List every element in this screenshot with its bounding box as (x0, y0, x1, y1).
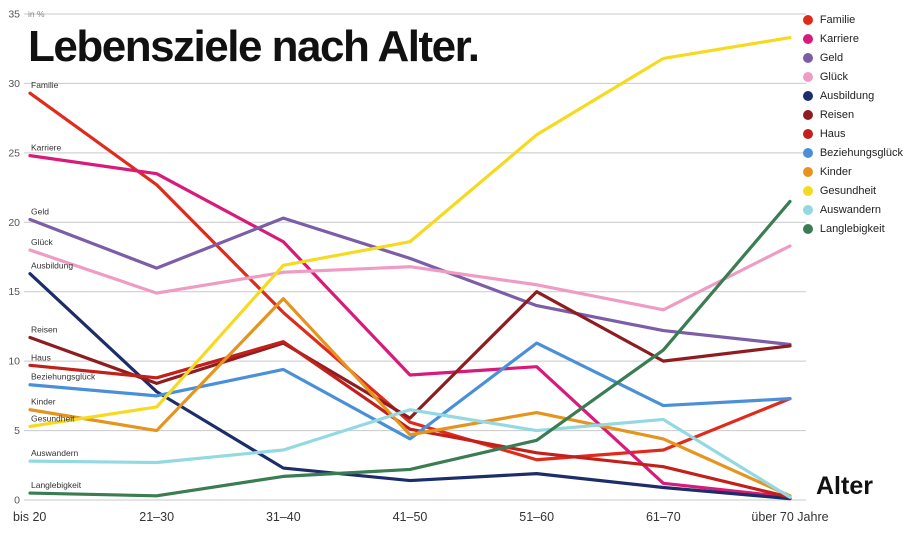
legend-color-dot (802, 147, 813, 158)
series-line-karriere (28, 154, 792, 499)
legend-label: Haus (819, 127, 846, 140)
series-line-reisen (28, 290, 792, 420)
legend-label: Ausbildung (819, 89, 875, 102)
y-tick-label: 35 (8, 9, 20, 21)
x-tick-label: 51–60 (519, 510, 554, 524)
y-tick-label: 25 (8, 147, 20, 159)
legend-label: Beziehungsglück (819, 146, 903, 159)
series-line-geld (28, 216, 792, 347)
series-start-label-familie: Familie (31, 80, 59, 90)
legend-item-auswandern: Auswandern (802, 200, 903, 219)
legend: Familie Karriere Geld Glück Ausbildung Reisen… (802, 10, 903, 238)
series-start-label-reisen: Reisen (31, 325, 58, 335)
legend-color-dot (802, 14, 813, 25)
legend-label: Gesundheit (819, 184, 877, 197)
legend-color-dot (802, 223, 813, 234)
series-start-label-glück: Glück (31, 237, 53, 247)
series-line-gesundheit (28, 36, 792, 429)
legend-color-dot (802, 109, 813, 120)
legend-item-langlebigkeit: Langlebigkeit (802, 219, 903, 238)
series-start-label-karriere: Karriere (31, 143, 62, 153)
series-line-haus (28, 340, 792, 499)
legend-color-dot (802, 71, 813, 82)
legend-item-geld: Geld (802, 48, 903, 67)
chart-title: Lebensziele nach Alter. (28, 22, 480, 71)
legend-label: Kinder (819, 165, 852, 178)
x-tick-label: über 70 Jahre (751, 510, 828, 524)
series-start-label-langlebigkeit: Langlebigkeit (31, 480, 82, 490)
series-line-familie (28, 91, 792, 462)
x-tick-label: 41–50 (393, 510, 428, 524)
legend-item-ausbildung: Ausbildung (802, 86, 903, 105)
series-line-kinder (28, 297, 792, 498)
series-line-ausbildung (28, 272, 792, 501)
legend-label: Langlebigkeit (819, 222, 885, 235)
legend-label: Familie (819, 13, 856, 26)
legend-item-kinder: Kinder (802, 162, 903, 181)
y-tick-label: 0 (14, 495, 20, 507)
legend-color-dot (802, 52, 813, 63)
y-tick-label: 10 (8, 356, 20, 368)
legend-color-dot (802, 128, 813, 139)
series-start-label-auswandern: Auswandern (31, 448, 79, 458)
x-tick-label: bis 20 (13, 510, 46, 524)
legend-color-dot (802, 185, 813, 196)
y-tick-label: 5 (14, 425, 20, 437)
legend-item-haus: Haus (802, 124, 903, 143)
y-tick-label: 20 (8, 217, 20, 229)
x-tick-label: 61–70 (646, 510, 681, 524)
y-tick-label: 30 (8, 78, 20, 90)
y-axis-unit-label: in % (28, 9, 45, 19)
legend-color-dot (802, 33, 813, 44)
series-line-auswandern (28, 408, 792, 499)
x-axis-title: Alter (816, 472, 873, 500)
legend-item-karriere: Karriere (802, 29, 903, 48)
series-start-label-haus: Haus (31, 352, 51, 362)
series-start-label-gesundheit: Gesundheit (31, 413, 75, 423)
x-tick-label: 31–40 (266, 510, 301, 524)
legend-item-reisen: Reisen (802, 105, 903, 124)
series-start-label-kinder: Kinder (31, 397, 56, 407)
series-start-label-beziehungsglück: Beziehungsglück (31, 372, 96, 382)
legend-label: Reisen (819, 108, 855, 121)
series-line-langlebigkeit (28, 199, 792, 498)
legend-label: Auswandern (819, 203, 881, 216)
legend-item-familie: Familie (802, 10, 903, 29)
y-tick-label: 15 (8, 286, 20, 298)
legend-color-dot (802, 166, 813, 177)
legend-label: Glück (819, 70, 848, 83)
legend-color-dot (802, 90, 813, 101)
legend-item-gesundheit: Gesundheit (802, 181, 903, 200)
legend-label: Karriere (819, 32, 859, 45)
series-start-label-ausbildung: Ausbildung (31, 261, 73, 271)
legend-label: Geld (819, 51, 844, 64)
series-line-glück (28, 244, 792, 312)
legend-item-glück: Glück (802, 67, 903, 86)
series-start-label-geld: Geld (31, 207, 49, 217)
x-tick-label: 21–30 (139, 510, 174, 524)
legend-item-beziehungsglück: Beziehungsglück (802, 143, 903, 162)
legend-color-dot (802, 204, 813, 215)
series-line-beziehungsglück (28, 341, 792, 441)
